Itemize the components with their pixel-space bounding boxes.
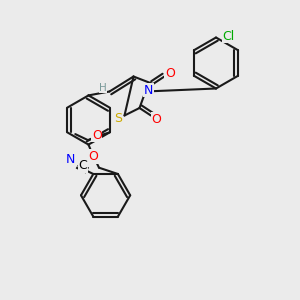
Text: O: O [92, 129, 102, 142]
Text: H: H [99, 83, 107, 93]
Text: S: S [115, 112, 122, 125]
Text: O: O [88, 150, 98, 163]
Text: Cl: Cl [223, 29, 235, 43]
Text: N: N [66, 153, 76, 167]
Text: O: O [165, 67, 175, 80]
Text: N: N [144, 83, 153, 97]
Text: O: O [152, 112, 161, 126]
Text: C: C [79, 159, 87, 172]
